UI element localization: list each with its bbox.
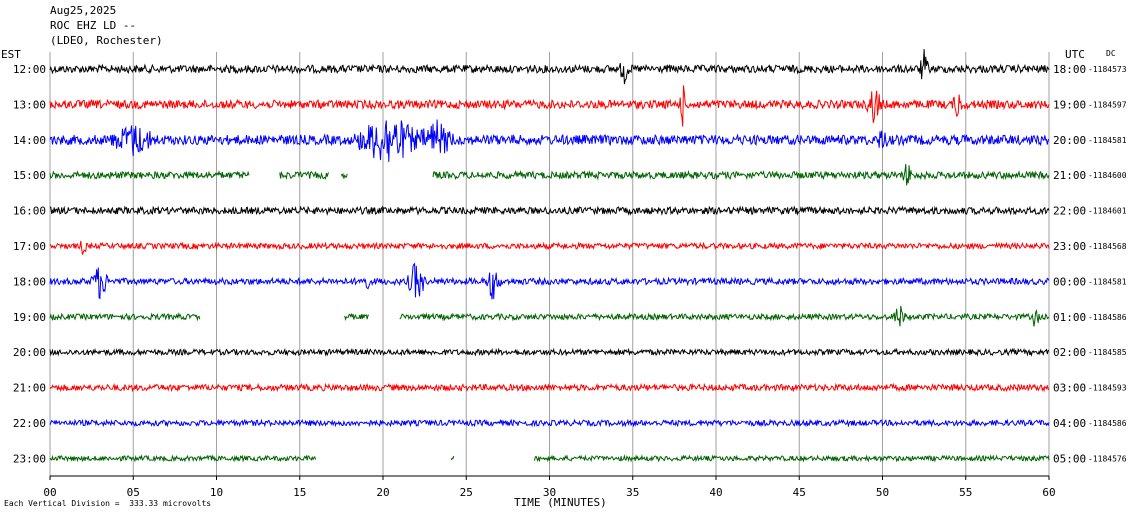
est-hour-label: 21:00 xyxy=(13,382,46,395)
trace-line xyxy=(49,49,1050,85)
est-hour-label: 14:00 xyxy=(13,134,46,147)
utc-hour-label: 03:00 xyxy=(1053,382,1086,395)
right-timezone-label: UTC xyxy=(1065,48,1085,61)
left-timezone-label: EST xyxy=(1,48,21,61)
est-hour-label: 18:00 xyxy=(13,275,46,288)
trace-line xyxy=(49,205,1050,217)
dc-offset-label: -1184568 xyxy=(1088,242,1127,251)
utc-hour-label: 18:00 xyxy=(1053,63,1086,76)
dc-offset-label: -1184573 xyxy=(1088,65,1127,74)
utc-hour-label: 22:00 xyxy=(1053,205,1086,218)
utc-hour-label: 21:00 xyxy=(1053,169,1086,182)
trace-line xyxy=(49,164,1050,186)
trace-line xyxy=(49,418,1050,428)
trace-line xyxy=(49,119,1050,162)
utc-hour-label: 23:00 xyxy=(1053,240,1086,253)
est-hour-label: 19:00 xyxy=(13,311,46,324)
utc-hour-label: 19:00 xyxy=(1053,98,1086,111)
dc-offset-label: -1184597 xyxy=(1088,100,1127,109)
utc-hour-label: 00:00 xyxy=(1053,275,1086,288)
dc-offset-header: DC xyxy=(1106,49,1116,58)
est-hour-label: 15:00 xyxy=(13,169,46,182)
network-name: (LDEO, Rochester) xyxy=(50,34,163,47)
trace-line xyxy=(49,240,1050,255)
x-tick-label: 10 xyxy=(210,486,223,499)
est-hour-label: 16:00 xyxy=(13,205,46,218)
x-tick-label: 60 xyxy=(1042,486,1055,499)
x-tick-label: 05 xyxy=(127,486,140,499)
scale-note: Each Vertical Division = 333.33 microvol… xyxy=(4,499,212,508)
utc-hour-label: 01:00 xyxy=(1053,311,1086,324)
dc-offset-label: -1184601 xyxy=(1088,207,1127,216)
utc-hour-label: 02:00 xyxy=(1053,346,1086,359)
plot-date: Aug25,2025 xyxy=(50,4,117,17)
x-tick-label: 45 xyxy=(793,486,806,499)
est-hour-label: 13:00 xyxy=(13,98,46,111)
x-tick-label: 00 xyxy=(43,486,56,499)
dc-offset-label: -1184593 xyxy=(1088,384,1127,393)
utc-hour-label: 20:00 xyxy=(1053,134,1086,147)
trace-line xyxy=(49,347,1050,357)
dc-offset-label: -1184585 xyxy=(1088,348,1127,357)
est-hour-label: 22:00 xyxy=(13,417,46,430)
trace-line xyxy=(49,85,1050,127)
x-tick-label: 40 xyxy=(709,486,722,499)
x-tick-label: 15 xyxy=(293,486,306,499)
trace-line xyxy=(49,262,1050,300)
x-tick-label: 55 xyxy=(959,486,972,499)
station-code: ROC EHZ LD -- xyxy=(50,19,137,32)
dc-offset-label: -1184581 xyxy=(1088,277,1127,286)
trace-line xyxy=(49,382,1050,393)
x-tick-label: 35 xyxy=(626,486,639,499)
trace-line xyxy=(49,454,1050,463)
x-tick-label: 30 xyxy=(543,486,556,499)
est-hour-label: 12:00 xyxy=(13,63,46,76)
dc-offset-label: -1184581 xyxy=(1088,136,1127,145)
utc-hour-label: 04:00 xyxy=(1053,417,1086,430)
x-tick-label: 50 xyxy=(876,486,889,499)
est-hour-label: 20:00 xyxy=(13,346,46,359)
x-tick-label: 20 xyxy=(376,486,389,499)
trace-line xyxy=(49,305,1050,327)
x-axis-title: TIME (MINUTES) xyxy=(514,496,607,509)
dc-offset-label: -1184600 xyxy=(1088,171,1127,180)
x-tick-label: 25 xyxy=(460,486,473,499)
dc-offset-label: -1184586 xyxy=(1088,313,1127,322)
est-hour-label: 23:00 xyxy=(13,452,46,465)
dc-offset-label: -1184586 xyxy=(1088,419,1127,428)
dc-offset-label: -1184576 xyxy=(1088,454,1127,463)
est-hour-label: 17:00 xyxy=(13,240,46,253)
utc-hour-label: 05:00 xyxy=(1053,452,1086,465)
